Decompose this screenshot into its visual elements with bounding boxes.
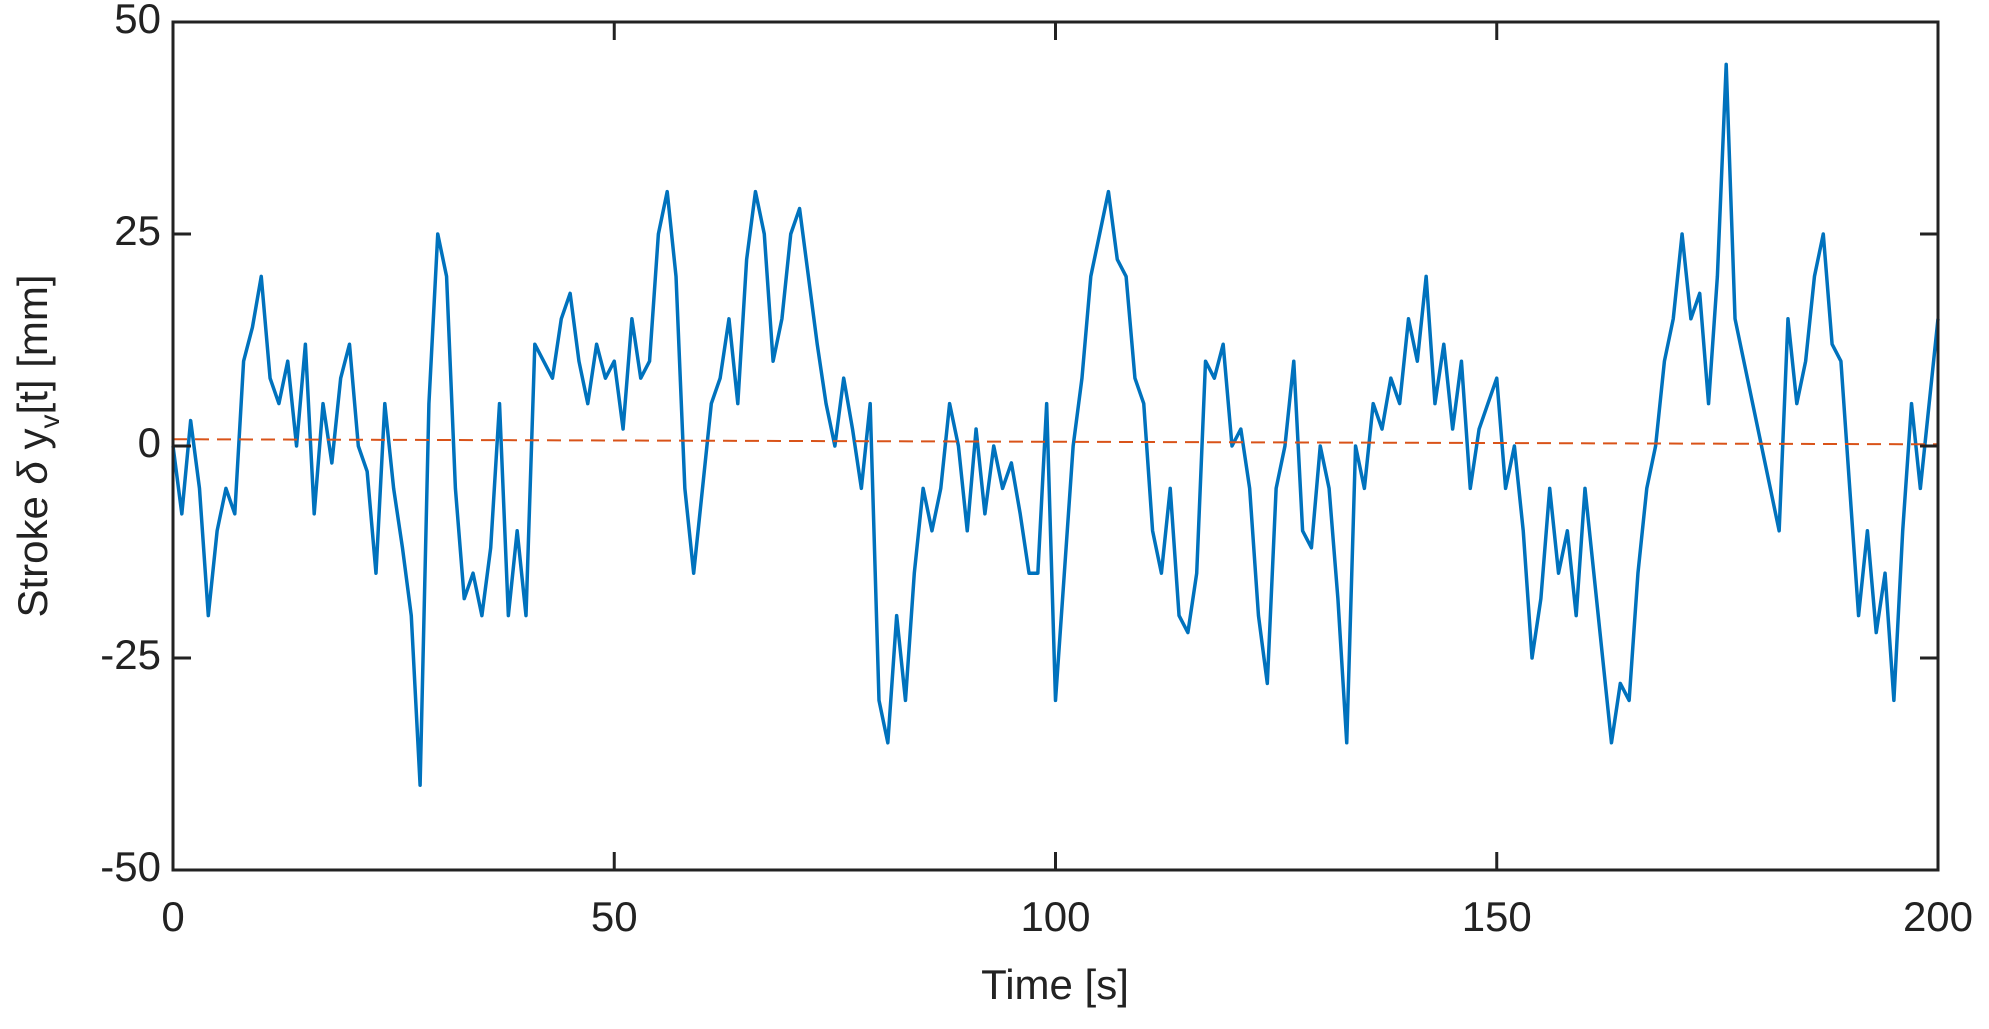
x-tick-label: 0: [161, 893, 184, 940]
y-tick-label: 50: [114, 0, 161, 42]
y-label-subscript: v: [34, 414, 65, 428]
y-label-text: Stroke: [9, 484, 56, 617]
x-tick-label: 200: [1903, 893, 1973, 940]
x-tick-label: 150: [1462, 893, 1532, 940]
dashed-line: [172, 438, 1939, 446]
y-tick-label: 0: [138, 419, 161, 466]
y-axis-label: Stroke δ yv[t] [mm]: [9, 274, 65, 617]
plot-frame: [171, 20, 1940, 872]
x-axis-label: Time [s]: [981, 961, 1129, 1008]
data-line: [171, 62, 1940, 787]
x-tick-label: 100: [1020, 893, 1090, 940]
y-tick-label: 25: [114, 207, 161, 254]
y-label-suffix: [t] [mm]: [9, 274, 56, 414]
y-tick-label: -25: [100, 631, 161, 678]
y-tick-label: -50: [100, 843, 161, 890]
x-tick-label: 50: [591, 893, 638, 940]
y-label-text2: y: [9, 428, 56, 461]
y-label-symbol: δ: [9, 460, 56, 484]
